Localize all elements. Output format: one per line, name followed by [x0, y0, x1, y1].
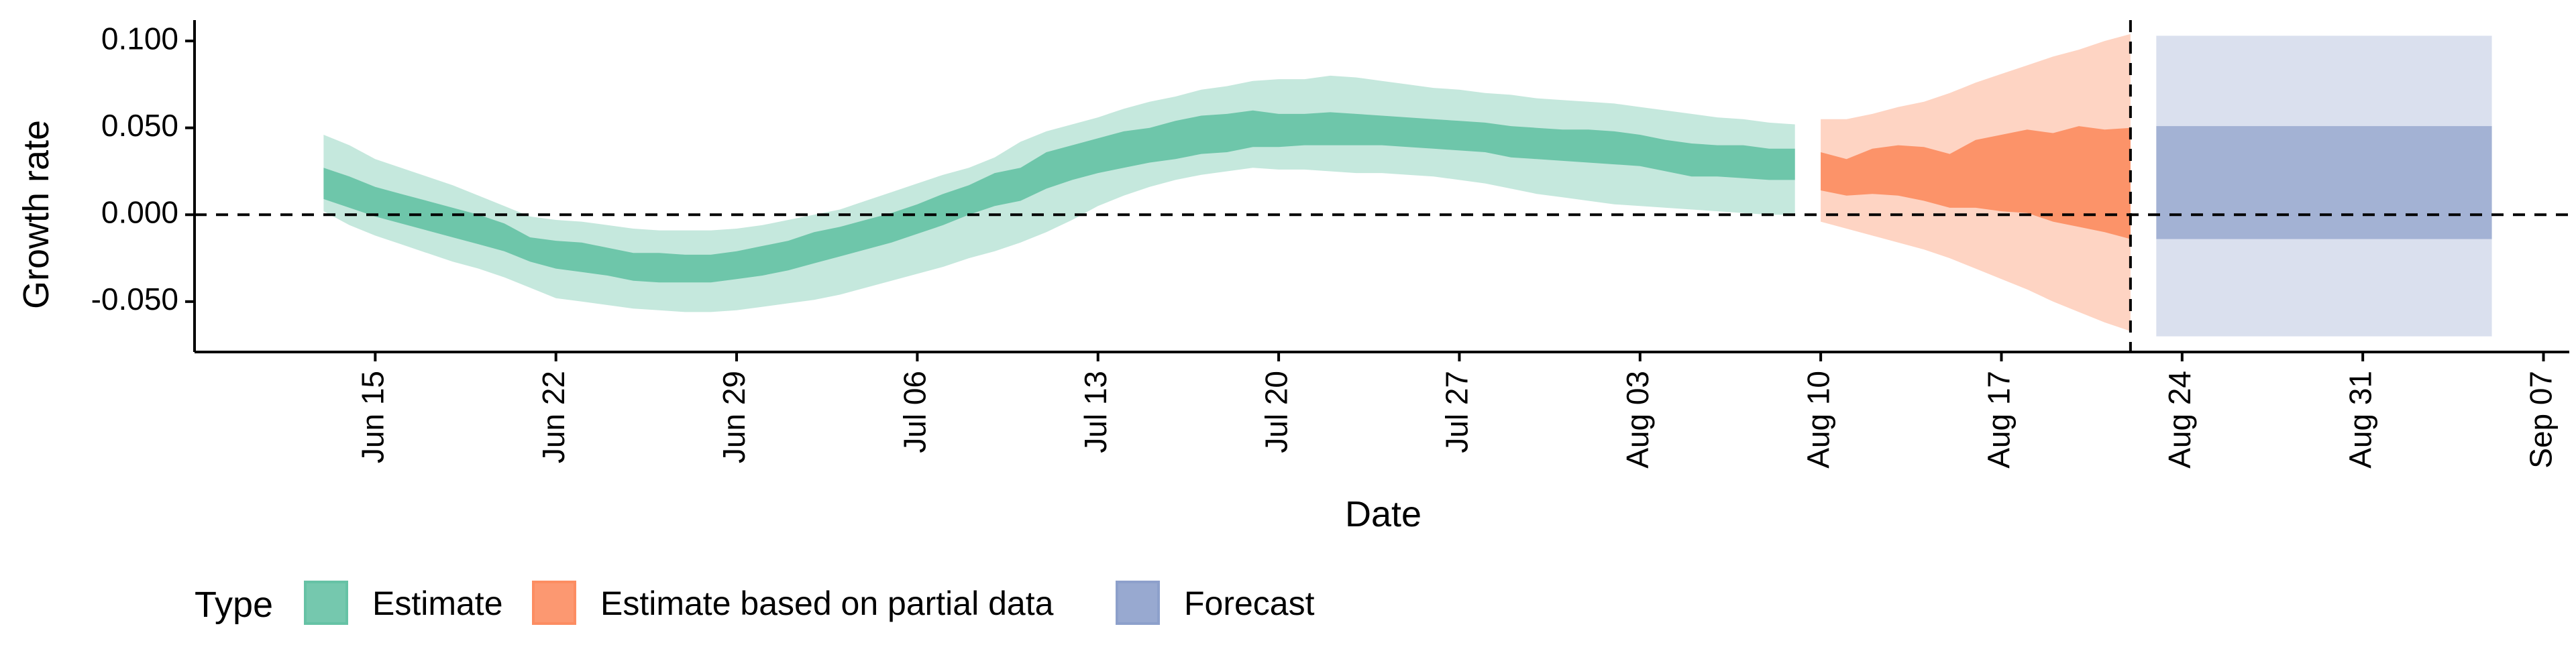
x-tick-label: Aug 31: [2343, 371, 2377, 469]
x-tick-label: Jul 06: [898, 371, 932, 453]
x-tick-label: Aug 03: [1620, 371, 1655, 469]
y-tick-label: -0.050: [91, 282, 178, 316]
legend-swatch-estimate-based-on-partial-data: [532, 581, 576, 625]
axes-layer: [193, 20, 2569, 353]
x-tick-label: Jul 20: [1258, 371, 1293, 453]
x-tick-label: Jun 22: [536, 371, 571, 463]
y-tick-label: 0.000: [101, 194, 178, 229]
x-tick-label: Jun 29: [716, 371, 751, 463]
legend-label-forecast: Forecast: [1184, 585, 1315, 622]
legend: Type Estimate Estimate based on partial d…: [195, 581, 1315, 625]
estimate-outer-band: [323, 75, 1795, 312]
estimate-based-on-partial-data-inner-band: [1821, 126, 2131, 239]
reference-lines-layer: [195, 20, 2569, 352]
legend-swatch-forecast: [1116, 581, 1160, 625]
x-tick-label: Jul 13: [1078, 371, 1113, 453]
x-tick-label: Jul 27: [1440, 371, 1474, 453]
y-ticks-layer: 0.100 0.050 0.000 -0.050: [91, 21, 195, 316]
x-ticks-layer: Jun 15 Jun 22 Jun 29 Jul 06 Jul 13 Jul 20 Jul …: [355, 352, 2559, 469]
x-tick-label: Jun 15: [355, 371, 390, 463]
x-tick-label: Aug 17: [1982, 371, 2017, 469]
y-tick-label: 0.100: [101, 21, 178, 56]
legend-swatch-estimate: [304, 581, 348, 625]
legend-title: Type: [195, 585, 273, 625]
legend-label-estimate-based-on-partial-data: Estimate based on partial data: [600, 585, 1054, 622]
bands-layer: [323, 34, 2492, 337]
x-axis-title: Date: [1345, 494, 1421, 534]
x-tick-label: Aug 10: [1801, 371, 1835, 469]
x-tick-label: Sep 07: [2524, 371, 2559, 469]
y-axis-title: Growth rate: [16, 120, 56, 309]
legend-label-estimate: Estimate: [372, 585, 503, 622]
y-tick-label: 0.050: [101, 108, 178, 143]
x-tick-label: Aug 24: [2162, 371, 2197, 469]
forecast-inner-band: [2156, 126, 2492, 239]
